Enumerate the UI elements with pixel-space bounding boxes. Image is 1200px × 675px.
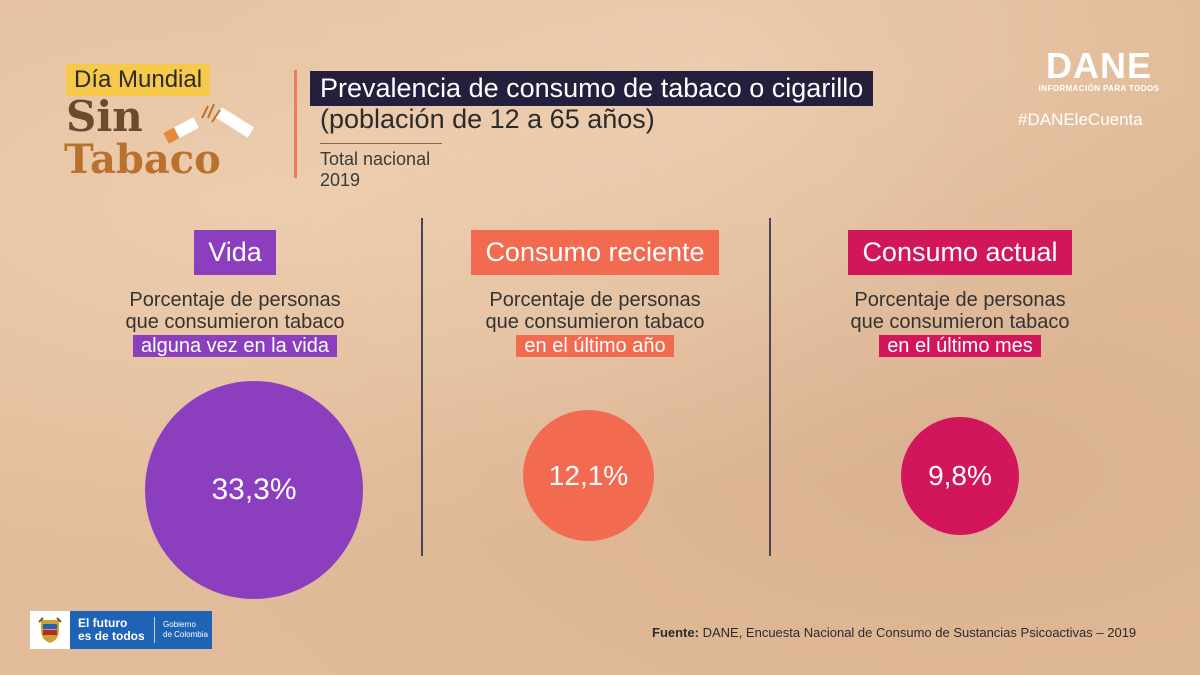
desc-highlight-vida: alguna vez en la vida [133,335,337,357]
panel-actual: Consumo actual Porcentaje de personas qu… [800,230,1120,357]
chart-title: Prevalencia de consumo de tabaco o cigar… [310,71,874,106]
dane-wordmark: DANE [1045,45,1152,86]
gov-name-line-2: de Colombia [163,630,208,639]
panel-reciente: Consumo reciente Porcentaje de personas … [435,230,755,357]
bubble-reciente: 12,1% [523,410,654,541]
scope-label: Total nacional [320,149,431,169]
year-label: 2019 [320,170,361,190]
panel-vida: Vida Porcentaje de personas que consumie… [75,230,395,357]
gov-slogan: El futuro es de todos [70,611,150,649]
dia-mundial-sin-tabaco-logo: Día Mundial Sin Tabaco [62,64,262,184]
source-note: Fuente: DANE, Encuesta Nacional de Consu… [652,625,1136,641]
desc-line-1: Porcentaje de personas [129,289,341,311]
logo-sin: Sin [66,92,143,141]
panel-label-vida: Vida [194,230,276,275]
subtitle-divider [320,143,442,144]
dane-tagline: INFORMACIÓN PARA TODOS [1038,84,1160,93]
logo-tag: Día Mundial [66,64,211,96]
gov-separator [154,617,155,643]
desc-highlight-reciente: en el último año [516,335,674,357]
gov-name-line-1: Gobierno [163,620,196,629]
logo-tabaco: Tabaco [64,136,221,183]
desc-line-2: que consumieron tabaco [850,311,1070,333]
source-text: DANE, Encuesta Nacional de Consumo de Su… [702,625,1137,640]
column-divider-1 [421,218,423,556]
desc-line-1: Porcentaje de personas [854,289,1066,311]
title-accent-rule [294,70,297,178]
chart-subtitle: (población de 12 a 65 años) [320,104,655,134]
dane-logo: DANE INFORMACIÓN PARA TODOS [1036,48,1162,94]
panel-label-actual: Consumo actual [848,230,1072,275]
value-label-reciente: 12,1% [548,459,629,491]
desc-line-2: que consumieron tabaco [485,311,705,333]
desc-line-1: Porcentaje de personas [489,289,701,311]
value-label-vida: 33,3% [211,473,297,506]
panel-label-reciente: Consumo reciente [471,230,719,275]
gov-slogan-line-2: es de todos [78,629,145,643]
desc-line-2: que consumieron tabaco [125,311,345,333]
broken-cigarette-icon [163,103,255,144]
desc-highlight-actual: en el último mes [879,335,1041,357]
source-label: Fuente: [652,625,699,640]
gov-name: Gobierno de Colombia [159,611,208,649]
gov-slogan-line-1: El futuro [78,616,128,630]
hashtag: #DANEleCuenta [1018,110,1143,129]
gobierno-de-colombia-logo: El futuro es de todos Gobierno de Colomb… [30,611,212,649]
bubble-actual: 9,8% [901,417,1019,535]
panel-description-actual: Porcentaje de personas que consumieron t… [800,289,1120,357]
column-divider-2 [769,218,771,556]
coat-of-arms-icon [30,611,70,649]
panel-description-vida: Porcentaje de personas que consumieron t… [75,289,395,357]
value-label-actual: 9,8% [928,460,992,491]
panel-description-reciente: Porcentaje de personas que consumieron t… [435,289,755,357]
bubble-vida: 33,3% [145,381,363,599]
